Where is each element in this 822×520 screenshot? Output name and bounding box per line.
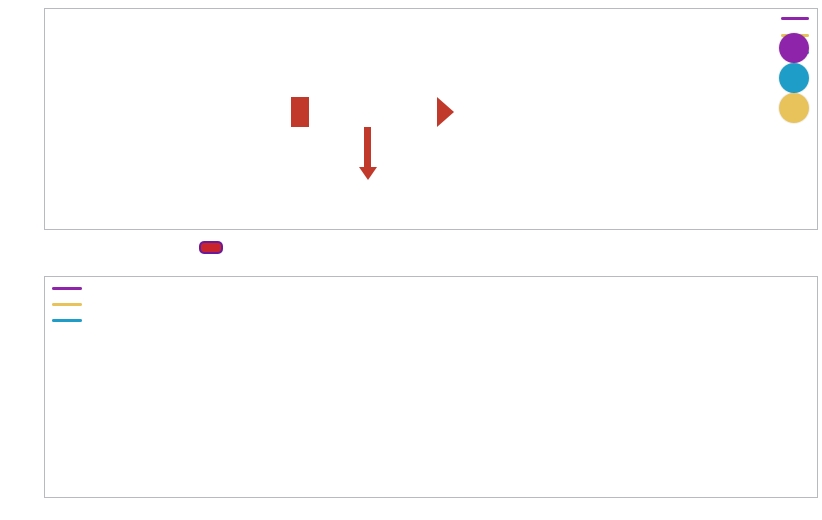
bottom-chart-panel [0,266,822,520]
top-chart-y-axis [0,0,40,236]
legend-swatch-ma21 [52,318,82,322]
bottom-chart-plot-area [44,276,818,498]
top-chart-panel [0,0,822,236]
legend-item-ma8 [52,296,90,312]
badge-ma3[interactable] [779,33,809,63]
bottom-chart-legend [52,280,90,328]
legend-swatch-ma8 [52,302,82,306]
buy-signal-arrow-head [358,167,377,180]
buy-signal-arrow-stem [364,127,371,167]
legend-item-ma3 [52,280,90,296]
top-chart-plot-area [44,8,818,230]
page-title-banner [199,241,223,254]
legend-swatch-ma3 [52,286,82,290]
legend-swatch-ma3 [781,17,809,20]
badge-ma8[interactable] [779,93,809,123]
buy-signal-banner [291,97,309,127]
legend-item-ma3 [781,10,816,27]
bottom-chart-y-axis [0,266,40,520]
badge-ma21[interactable] [779,63,809,93]
buy-signal-banner-tip [437,97,454,127]
bottom-chart-x-axis [0,502,822,520]
legend-item-ma21 [52,312,90,328]
